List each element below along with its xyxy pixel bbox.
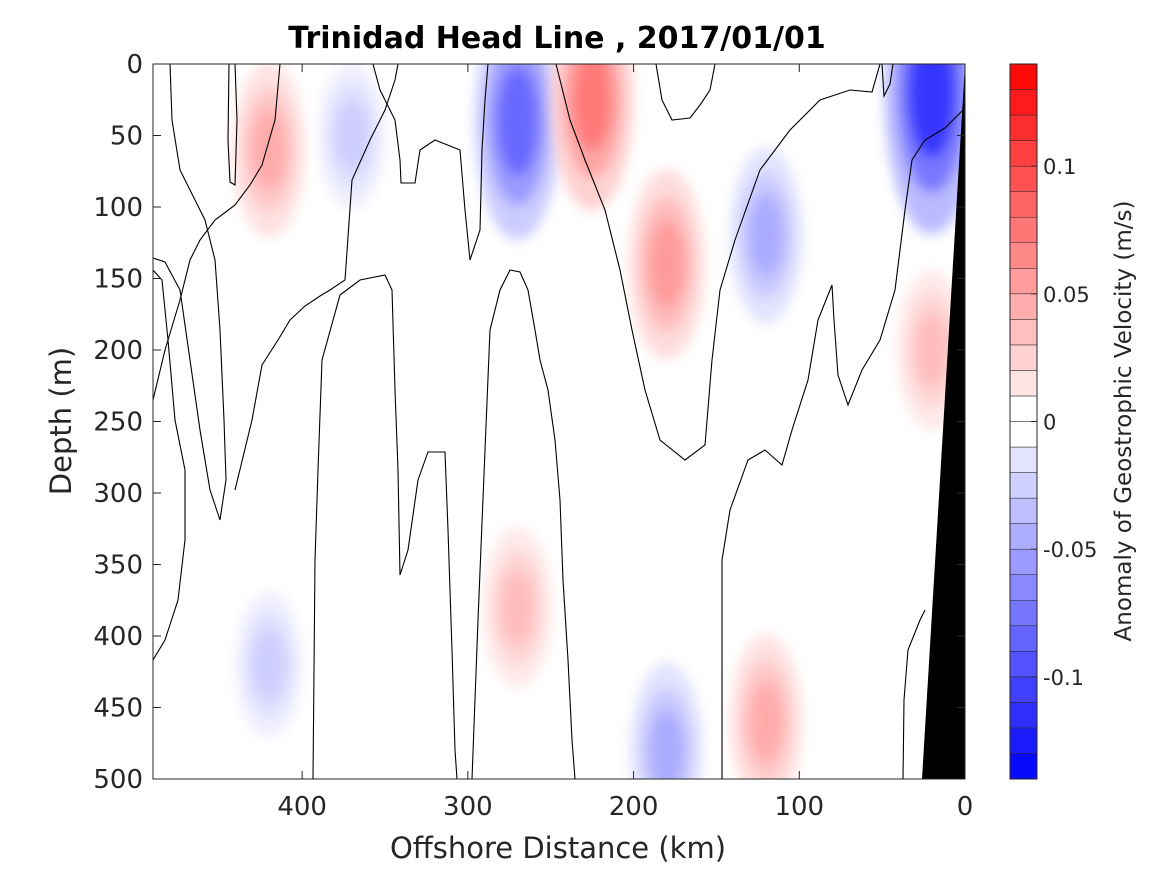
zero-contour: [902, 609, 926, 779]
zero-contour: [655, 64, 716, 121]
zero-contour: [153, 64, 227, 521]
colorbar-level: [1009, 472, 1038, 499]
field-patch: [910, 64, 954, 157]
colorbar-label: Anomaly of Geostrophic Velocity (m/s): [1111, 201, 1137, 642]
colorbar-level: [1009, 625, 1038, 652]
velocity-field: [232, 64, 965, 779]
colorbar-level: [1009, 370, 1038, 397]
y-tick-label: 350: [93, 551, 143, 581]
colorbar-level: [1009, 89, 1038, 116]
zero-contours: [153, 64, 964, 779]
colorbar-level: [1009, 600, 1038, 627]
field-patch: [749, 196, 783, 276]
colorbar-level: [1009, 293, 1038, 320]
zero-contour: [153, 269, 186, 661]
y-tick-label: 400: [93, 622, 143, 652]
x-axis: 400 300 200 100 0: [277, 64, 973, 822]
colorbar-level: [1009, 497, 1038, 524]
y-tick-label: 300: [93, 479, 143, 509]
colorbar-level: [1009, 523, 1038, 550]
colorbar-level: [1009, 165, 1038, 192]
y-tick-label: 200: [93, 336, 143, 366]
zero-contour: [471, 269, 576, 779]
colorbar-tick-label: -0.1: [1043, 666, 1084, 690]
colorbar-level: [1009, 421, 1038, 448]
x-axis-label: Offshore Distance (km): [390, 831, 726, 865]
zero-contour: [721, 109, 964, 779]
field-patch: [336, 102, 367, 169]
colorbar-level: [1009, 446, 1038, 473]
field-patch: [916, 313, 948, 387]
colorbar-tick-label: 0: [1043, 411, 1056, 435]
field-patch: [252, 110, 286, 190]
colorbar-tick-label: -0.05: [1043, 538, 1097, 562]
y-tick-label: 50: [110, 122, 143, 152]
colorbar-level: [1009, 753, 1038, 780]
chart-title: Trinidad Head Line , 2017/01/01: [288, 21, 825, 56]
y-tick-label: 250: [93, 408, 143, 438]
zero-contour: [881, 64, 894, 99]
zero-contour: [372, 64, 489, 261]
colorbar-level: [1009, 140, 1038, 167]
zero-contour: [234, 64, 399, 491]
colorbar-level: [1009, 319, 1038, 346]
colorbar-level: [1009, 702, 1038, 729]
field-patch: [501, 571, 534, 644]
field-patch: [749, 682, 783, 762]
colorbar-level: [1009, 191, 1038, 218]
y-tick-label: 450: [93, 694, 143, 724]
field-patch: [254, 631, 284, 698]
colorbar-level: [1009, 268, 1038, 295]
zero-contour: [153, 64, 281, 401]
colorbar-level: [1009, 727, 1038, 754]
x-tick-label: 0: [957, 792, 974, 822]
zero-contour: [312, 274, 458, 779]
colorbar-level: [1009, 63, 1038, 90]
zero-contour: [555, 64, 881, 461]
field-patch: [498, 67, 537, 175]
field-patch: [649, 221, 684, 308]
y-tick-label: 150: [93, 265, 143, 295]
x-tick-label: 400: [277, 792, 327, 822]
y-axis-label: Depth (m): [44, 347, 78, 495]
x-tick-label: 100: [774, 792, 824, 822]
colorbar-level: [1009, 114, 1038, 141]
bathymetry: [922, 64, 965, 779]
colorbar-level: [1009, 395, 1038, 422]
colorbar-level: [1009, 344, 1038, 371]
x-tick-label: 200: [609, 792, 659, 822]
zero-contour: [227, 64, 238, 186]
x-tick-label: 300: [443, 792, 493, 822]
y-tick-label: 500: [93, 765, 143, 795]
colorbar: 0.1 0.05 0 -0.05 -0.1: [1009, 63, 1097, 780]
colorbar-tick-label: 0.05: [1043, 283, 1090, 307]
colorbar-level: [1009, 676, 1038, 703]
colorbar-level: [1009, 574, 1038, 601]
field-patch: [573, 64, 611, 150]
colorbar-level: [1009, 216, 1038, 243]
colorbar-tick-label: 0.1: [1043, 155, 1076, 179]
y-tick-label: 0: [126, 50, 143, 80]
y-tick-label: 100: [93, 193, 143, 223]
y-axis: 0 50 100 150 200 250 300 350 400 450 500: [93, 50, 965, 795]
field-patch: [650, 710, 684, 779]
colorbar-level: [1009, 651, 1038, 678]
colorbar-level: [1009, 242, 1038, 269]
colorbar-level: [1009, 548, 1038, 575]
